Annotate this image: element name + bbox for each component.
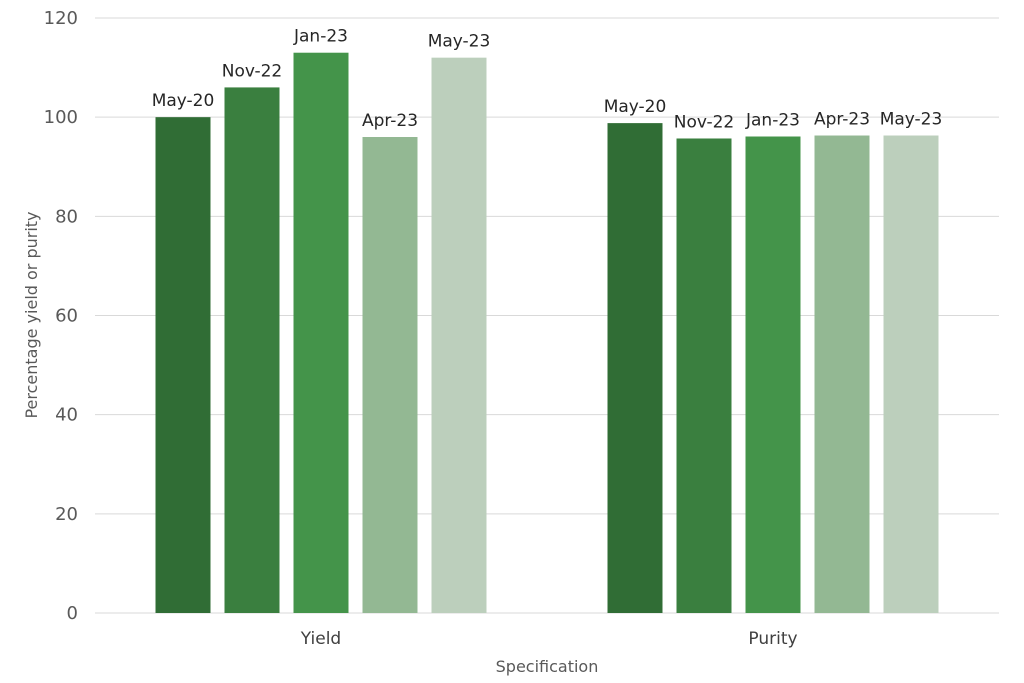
y-tick-label-40: 40 [55, 405, 78, 426]
y-tick-label-80: 80 [55, 206, 78, 227]
data-label-purity-apr-23: Apr-23 [814, 110, 870, 130]
bar-yield-jan-23 [293, 52, 349, 614]
y-axis-title: Percentage yield or purity [22, 211, 41, 418]
x-category-label-yield: Yield [300, 629, 341, 649]
data-label-purity-may-20: May-20 [604, 97, 667, 117]
data-label-purity-may-23: May-23 [880, 110, 943, 130]
data-label-yield-jan-23: Jan-23 [293, 27, 348, 47]
y-tick-label-0: 0 [67, 603, 78, 624]
bars [155, 52, 939, 614]
data-labels: May-20 Nov-22 Jan-23 Apr-23 May-23 May-20 Nov-… [152, 27, 943, 133]
bar-purity-may-20 [607, 123, 663, 613]
y-axis-ticks: 0 20 40 60 80 100 120 [44, 8, 78, 624]
x-category-label-purity: Purity [748, 629, 797, 649]
bar-purity-nov-22 [676, 138, 732, 614]
bar-yield-may-20 [155, 117, 211, 614]
bar-yield-apr-23 [362, 137, 418, 613]
y-tick-label-100: 100 [44, 107, 78, 128]
data-label-purity-nov-22: Nov-22 [674, 112, 735, 132]
data-label-yield-nov-22: Nov-22 [222, 61, 283, 81]
bar-yield-may-23 [431, 57, 487, 613]
y-tick-label-20: 20 [55, 504, 78, 525]
y-tick-label-60: 60 [55, 306, 78, 327]
bar-purity-jan-23 [745, 136, 801, 614]
data-label-yield-may-23: May-23 [428, 32, 491, 52]
bar-yield-nov-22 [224, 87, 280, 613]
data-label-yield-may-20: May-20 [152, 91, 215, 111]
data-label-purity-jan-23: Jan-23 [745, 111, 800, 131]
bar-purity-apr-23 [814, 135, 870, 613]
y-tick-label-120: 120 [44, 8, 78, 29]
x-axis-categories: Yield Purity [300, 629, 798, 649]
bar-purity-may-23 [883, 135, 939, 613]
x-axis-title: Specification [496, 657, 599, 676]
data-label-yield-apr-23: Apr-23 [362, 111, 418, 131]
